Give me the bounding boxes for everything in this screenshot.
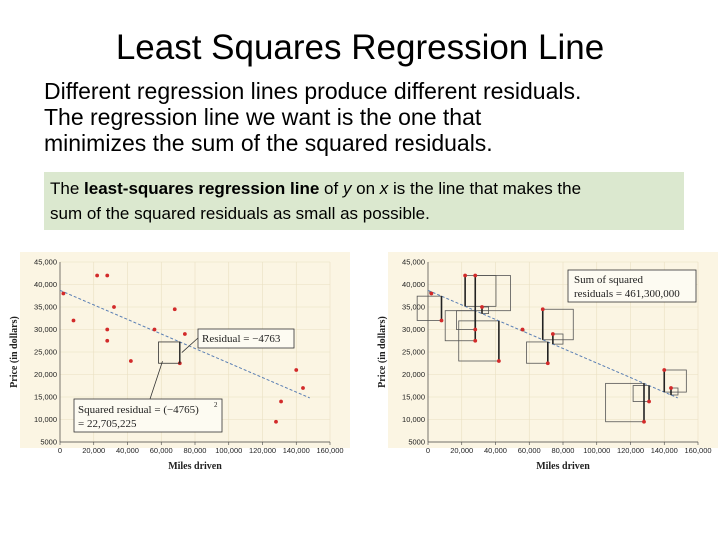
x-tick-label: 20,000	[450, 446, 473, 455]
data-point	[105, 327, 110, 332]
intro-line-1: Different regression lines produce diffe…	[44, 78, 582, 104]
y-tick-label: 45,000	[34, 258, 57, 267]
data-point	[520, 327, 525, 332]
y-tick-label: 5000	[40, 438, 57, 447]
data-point	[105, 273, 110, 278]
x-tick-label: 60,000	[518, 446, 541, 455]
data-point	[429, 291, 434, 296]
data-point	[642, 419, 646, 424]
sum-callout-line-2: residuals = 461,300,000	[574, 288, 680, 300]
data-point	[540, 307, 545, 312]
data-point	[439, 318, 444, 323]
y-tick-label: 5000	[408, 438, 425, 447]
y-axis-label: Price (in dollars)	[377, 316, 388, 388]
intro-text: Different regression lines produce diffe…	[44, 78, 704, 156]
data-point	[473, 338, 478, 343]
x-tick-label: 140,000	[651, 446, 678, 455]
squared-callout-pointer	[149, 361, 163, 400]
y-tick-label: 15,000	[34, 393, 57, 402]
data-point	[182, 332, 187, 336]
x-tick-label: 160,000	[684, 446, 711, 455]
y-tick-label: 35,000	[34, 303, 57, 312]
data-point	[95, 273, 100, 278]
data-point	[128, 359, 133, 363]
y-tick-label: 40,000	[402, 280, 425, 289]
y-tick-label: 10,000	[402, 415, 425, 424]
y-tick-label: 40,000	[34, 280, 57, 289]
data-point	[647, 399, 651, 404]
slide-title: Least Squares Regression Line	[115, 28, 605, 67]
scatterplot-squared-residuals: 5000 10,000 15,000 20,000 25,000 30,000 35,000…	[377, 252, 718, 472]
data-point	[473, 327, 478, 332]
y-tick-label: 20,000	[402, 370, 425, 379]
y-tick-label: 15,000	[402, 393, 425, 402]
y-tick-label: 30,000	[402, 325, 425, 334]
data-point	[105, 338, 110, 343]
data-point	[152, 327, 157, 332]
regression-line	[59, 289, 310, 399]
data-point	[294, 368, 299, 372]
data-point	[61, 291, 66, 296]
data-point	[496, 359, 501, 363]
data-point	[662, 368, 667, 372]
definition-term: least-squares regression line	[84, 179, 320, 198]
y-tick-label: 35,000	[402, 303, 425, 312]
definition-box: The least-squares regression line of y o…	[44, 172, 684, 230]
data-point	[71, 318, 76, 323]
y-axis-label: Price (in dollars)	[9, 316, 20, 388]
data-point	[279, 399, 283, 404]
x-axis-label: Miles driven	[168, 461, 222, 472]
intro-line-2: The regression line we want is the one t…	[44, 104, 482, 130]
squared-callout-line-2: = 22,705,225	[78, 418, 137, 430]
y-tick-label: 45,000	[402, 258, 425, 267]
y-tick-label: 25,000	[402, 348, 425, 357]
data-point	[473, 273, 478, 278]
y-tick-label: 30,000	[34, 325, 57, 334]
x-tick-label: 60,000	[150, 446, 173, 455]
sum-callout-box	[567, 269, 697, 303]
data-point	[480, 305, 484, 309]
x-tick-label: 80,000	[184, 446, 207, 455]
x-tick-label: 20,000	[82, 446, 105, 455]
x-tick-label: 140,000	[283, 446, 310, 455]
x-tick-label: 0	[426, 446, 430, 455]
squared-callout-box	[73, 398, 223, 433]
x-tick-label: 0	[58, 446, 62, 455]
y-tick-label: 20,000	[34, 370, 57, 379]
squared-callout-exponent: 2	[214, 401, 218, 409]
x-tick-label: 120,000	[617, 446, 644, 455]
squared-callout-line-1: Squared residual = (−4765)	[78, 404, 199, 416]
residual-callout-text: Residual = −4763	[202, 333, 281, 345]
x-tick-label: 80,000	[552, 446, 575, 455]
scatterplot-residual: 5000 10,000 15,000 20,000 25,000 30,000 35,000…	[9, 252, 350, 472]
y-tick-label: 25,000	[34, 348, 57, 357]
data-point	[550, 332, 555, 336]
data-point	[274, 419, 278, 424]
sum-callout-line-1: Sum of squared	[574, 274, 644, 286]
x-tick-label: 40,000	[484, 446, 507, 455]
y-tick-label: 10,000	[34, 415, 57, 424]
x-tick-label: 120,000	[249, 446, 276, 455]
definition-line-1: The least-squares regression line of y o…	[50, 179, 582, 198]
residual-callout-pointer	[181, 337, 199, 353]
data-point	[112, 305, 116, 309]
definition-line-2: sum of the squared residuals as small as…	[50, 204, 430, 223]
data-point	[463, 273, 468, 278]
intro-line-3: minimizes the sum of the squared residua…	[44, 130, 493, 156]
x-tick-label: 40,000	[116, 446, 139, 455]
x-tick-label: 100,000	[583, 446, 610, 455]
x-tick-label: 160,000	[316, 446, 343, 455]
data-point	[669, 386, 673, 390]
x-tick-label: 100,000	[215, 446, 242, 455]
data-point	[545, 361, 550, 366]
x-axis-label: Miles driven	[536, 461, 590, 472]
data-point	[172, 307, 177, 312]
data-point	[301, 386, 305, 390]
